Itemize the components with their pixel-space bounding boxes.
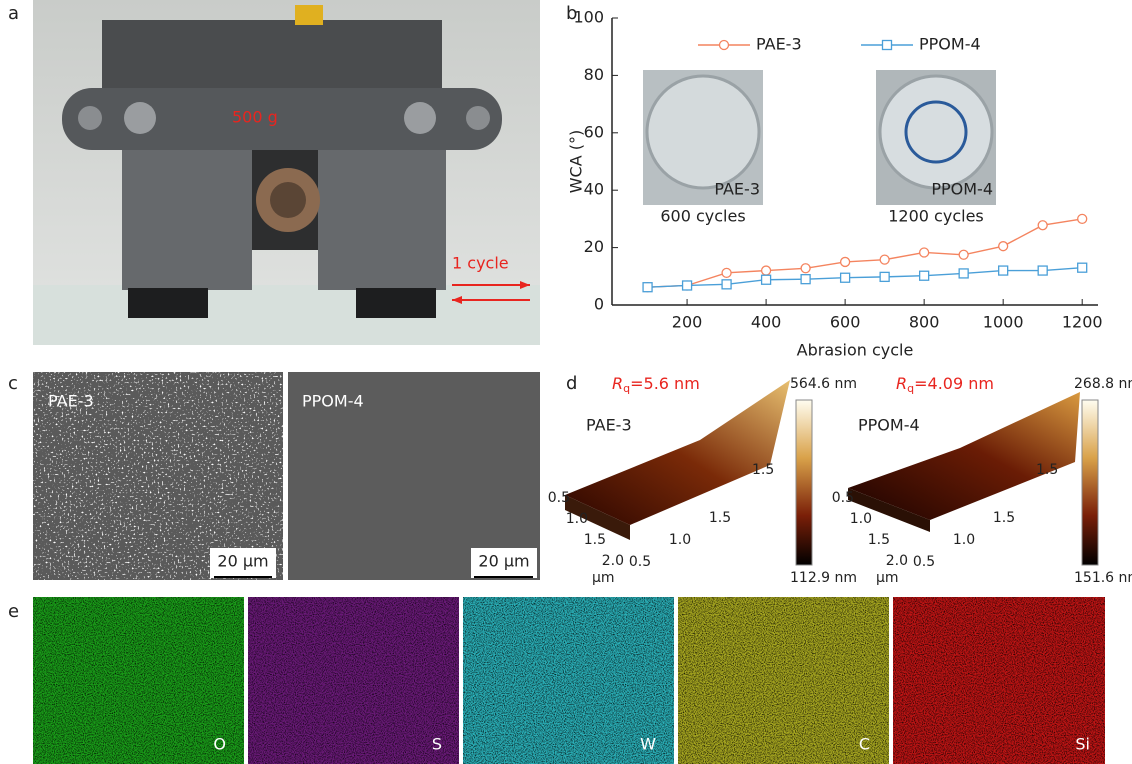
axis-tick: 1.5	[584, 532, 606, 548]
marker	[999, 242, 1008, 251]
cbar-min: 151.6 nm	[1074, 570, 1132, 586]
axis-tick: 1.0	[850, 511, 872, 527]
axis-tick: 1.0	[566, 511, 588, 527]
motion-label: 1 cycle	[452, 254, 509, 273]
x-tick-label: 800	[909, 313, 940, 332]
axis-tick: 1.5	[752, 462, 774, 478]
axis-tick: 1.5	[868, 532, 890, 548]
marker	[1078, 214, 1087, 223]
marker	[1038, 221, 1047, 230]
marker	[801, 275, 810, 284]
x-tick-label: 600	[830, 313, 861, 332]
y-tick-label: 40	[584, 180, 604, 199]
marker	[643, 283, 652, 292]
y-tick-label: 20	[584, 237, 604, 256]
x-tick-label: 200	[672, 313, 703, 332]
sem-label: PPOM-4	[302, 392, 364, 411]
panel-label: c	[8, 373, 18, 394]
sem-images	[33, 372, 540, 580]
y-tick-label: 0	[594, 295, 604, 314]
marker	[880, 272, 889, 281]
axis-tick: 0.5	[832, 490, 854, 506]
panel-label: d	[566, 373, 577, 394]
roughness-part: =4.09 nm	[914, 374, 994, 393]
eds-maps	[33, 597, 1105, 764]
roughness-part: q	[623, 382, 630, 395]
axis-tick: 1.5	[1036, 462, 1058, 478]
legend-label: PPOM-4	[919, 35, 981, 54]
axis-tick: 2.0	[886, 553, 908, 569]
panel-label: e	[8, 601, 19, 622]
legend-label: PAE-3	[756, 35, 802, 54]
axis-tick: 1.0	[669, 532, 691, 548]
element-label: C	[859, 735, 870, 754]
abrasion-photo	[33, 0, 540, 345]
marker	[1078, 263, 1087, 272]
legend-marker	[883, 41, 892, 50]
marker	[762, 266, 771, 275]
x-axis-label: Abrasion cycle	[797, 341, 914, 360]
panel-label: a	[8, 3, 19, 24]
marker	[920, 248, 929, 257]
sem-label: PAE-3	[48, 392, 94, 411]
cbar-min: 112.9 nm	[790, 570, 857, 586]
axis-tick: 1.5	[709, 510, 731, 526]
axis-unit: μm	[876, 570, 899, 586]
element-label: S	[432, 735, 442, 754]
x-tick-label: 1000	[983, 313, 1024, 332]
marker	[920, 271, 929, 280]
roughness: Rq=4.09 nm	[896, 374, 994, 396]
roughness-part: R	[612, 374, 623, 393]
axis-tick: 0.5	[629, 554, 651, 570]
y-tick-label: 100	[573, 8, 604, 27]
figure: a b c d e 500 g 1 cycle PAE-3 PPOM-4 20 …	[0, 0, 1132, 764]
y-axis-label: WCA (°)	[567, 130, 586, 194]
marker	[959, 269, 968, 278]
marker	[722, 280, 731, 289]
y-tick-label: 60	[584, 122, 604, 141]
y-tick-label: 80	[584, 65, 604, 84]
inset-sample: PAE-3	[714, 180, 760, 199]
marker	[959, 250, 968, 259]
scale-bar: 20 μm	[478, 552, 529, 571]
roughness-part: q	[907, 382, 914, 395]
marker	[1038, 266, 1047, 275]
element-label: O	[213, 735, 226, 754]
marker	[801, 264, 810, 273]
cbar-max: 268.8 nm	[1074, 376, 1132, 392]
inset-caption: 600 cycles	[660, 207, 745, 226]
cbar-max: 564.6 nm	[790, 376, 857, 392]
marker	[722, 268, 731, 277]
afm-images	[565, 380, 1098, 565]
marker	[999, 266, 1008, 275]
axis-unit: μm	[592, 570, 615, 586]
axis-tick: 1.5	[993, 510, 1015, 526]
scale-bar: 20 μm	[217, 552, 268, 571]
inset-sample: PPOM-4	[931, 180, 993, 199]
element-label: W	[640, 735, 656, 754]
roughness: Rq=5.6 nm	[612, 374, 700, 396]
axis-tick: 0.5	[913, 554, 935, 570]
axis-tick: 0.5	[548, 490, 570, 506]
marker	[880, 255, 889, 264]
load-label: 500 g	[232, 108, 278, 127]
x-tick-label: 1200	[1062, 313, 1103, 332]
roughness-part: =5.6 nm	[630, 374, 700, 393]
marker	[683, 281, 692, 290]
afm-label: PAE-3	[586, 416, 632, 435]
marker	[762, 275, 771, 284]
x-tick-label: 400	[751, 313, 782, 332]
roughness-part: R	[896, 374, 907, 393]
legend-marker	[720, 41, 729, 50]
element-label: Si	[1075, 735, 1090, 754]
afm-label: PPOM-4	[858, 416, 920, 435]
marker	[841, 273, 850, 282]
marker	[841, 257, 850, 266]
axis-tick: 1.0	[953, 532, 975, 548]
inset-caption: 1200 cycles	[888, 207, 984, 226]
axis-tick: 2.0	[602, 553, 624, 569]
